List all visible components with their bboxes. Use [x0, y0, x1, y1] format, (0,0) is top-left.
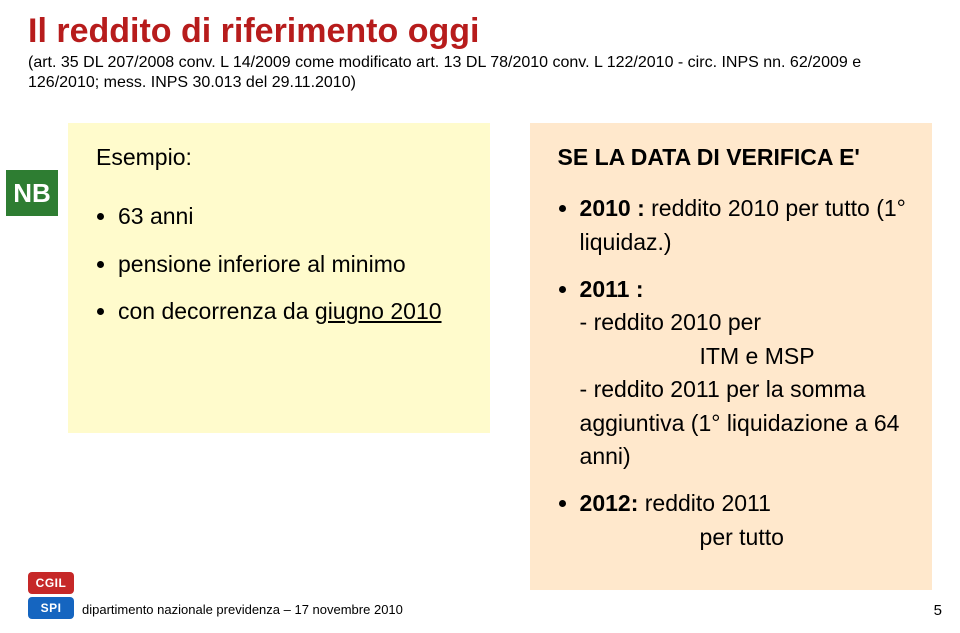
footer: CGIL SPI dipartimento nazionale previden…: [28, 572, 403, 619]
list-item: 2010 : reddito 2010 per tutto (1° liquid…: [580, 192, 912, 259]
page-title: Il reddito di riferimento oggi: [28, 12, 932, 51]
cgil-logo: CGIL: [28, 572, 74, 594]
nb-badge: NB: [6, 170, 58, 216]
logo-stack: CGIL SPI: [28, 572, 74, 619]
slide: Il reddito di riferimento oggi (art. 35 …: [0, 0, 960, 633]
list-item: 2012: reddito 2011per tutto: [580, 487, 912, 554]
example-box: Esempio: 63 anni pensione inferiore al m…: [68, 123, 490, 433]
legal-reference: (art. 35 DL 207/2008 conv. L 14/2009 com…: [28, 53, 908, 93]
example-lead: Esempio:: [96, 141, 470, 174]
list-item: con decorrenza da giugno 2010: [118, 295, 470, 328]
list-item: 2011 :- reddito 2010 perITM e MSP- reddi…: [580, 273, 912, 473]
list-item: 63 anni: [118, 200, 470, 233]
verification-list: 2010 : reddito 2010 per tutto (1° liquid…: [558, 192, 912, 553]
list-item: pensione inferiore al minimo: [118, 248, 470, 281]
verification-box: SE LA DATA DI VERIFICA E' 2010 : reddito…: [530, 123, 932, 590]
verification-lead: SE LA DATA DI VERIFICA E': [558, 141, 912, 174]
example-list: 63 anni pensione inferiore al minimo con…: [96, 200, 470, 328]
page-number: 5: [934, 602, 942, 619]
footer-text: dipartimento nazionale previdenza – 17 n…: [82, 602, 403, 619]
columns: Esempio: 63 anni pensione inferiore al m…: [28, 123, 932, 590]
spi-logo: SPI: [28, 597, 74, 619]
